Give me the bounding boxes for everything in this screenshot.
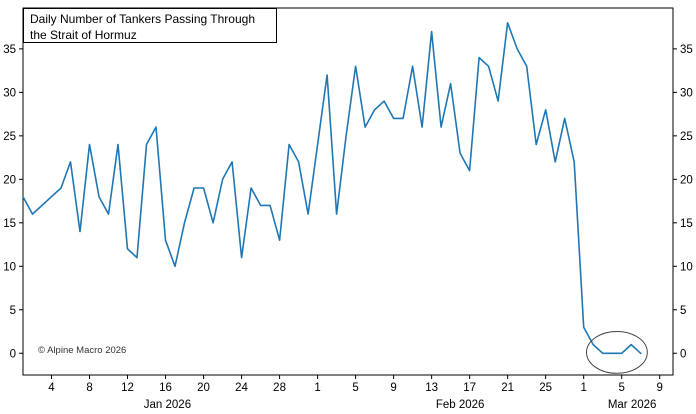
x-tick-label: 8 [86,382,92,394]
y-tick-label-right: 0 [680,348,686,360]
y-tick-label-left: 0 [10,348,16,360]
x-tick-label: 13 [425,382,438,394]
x-tick-label: 5 [618,382,624,394]
y-tick-label-left: 15 [3,218,16,230]
tanker-series-line [22,21,642,355]
chart-title-line-1: Daily Number of Tankers Passing Through [30,12,255,26]
y-tick-label-left: 30 [3,87,16,99]
x-tick-label: 5 [352,382,358,394]
x-tick-label: 12 [121,382,134,394]
y-tick-label-right: 5 [680,305,686,317]
month-label: Mar 2026 [608,399,657,411]
x-tick-label: 16 [159,382,172,394]
y-tick-label-left: 20 [3,174,16,186]
y-tick-label-right: 20 [680,174,693,186]
x-tick-label: 9 [656,382,662,394]
x-tick-label: 17 [463,382,476,394]
plot-frame [22,7,674,376]
month-label: Feb 2026 [436,399,485,411]
y-tick-label-right: 15 [680,218,693,230]
x-tick-label: 20 [197,382,210,394]
month-label: Jan 2026 [144,399,191,411]
chart-title-line-2: the Strait of Hormuz [30,28,137,42]
y-tick-label-left: 10 [3,261,16,273]
x-tick-label: 25 [539,382,552,394]
x-tick-label: 21 [501,382,514,394]
annotation-ellipse [586,331,648,374]
x-axis-ticks: 4 8 12 16 20 24 28 1 5 9 13 17 21 25 1 5 9 [48,375,663,394]
y-tick-label-right: 30 [680,87,693,99]
x-axis-month-labels: Jan 2026 Feb 2026 Mar 2026 [144,399,657,411]
x-tick-label: 1 [314,382,320,394]
y-tick-label-right: 25 [680,131,693,143]
y-axis-ticks: 0 0 5 5 10 10 15 15 20 20 25 25 30 30 35 35 [3,44,693,360]
y-tick-label-left: 35 [3,44,16,56]
x-tick-label: 28 [273,382,286,394]
x-tick-label: 1 [580,382,586,394]
y-tick-label-right: 35 [680,44,693,56]
x-tick-label: 4 [48,382,55,394]
y-tick-label-right: 10 [680,261,693,273]
chart-title-box: Daily Number of Tankers Passing Through … [23,8,277,43]
y-tick-label-left: 25 [3,131,16,143]
watermark-text: © Alpine Macro 2026 [38,345,127,356]
y-tick-label-left: 5 [10,305,16,317]
x-tick-label: 24 [235,382,248,394]
x-tick-label: 9 [390,382,396,394]
